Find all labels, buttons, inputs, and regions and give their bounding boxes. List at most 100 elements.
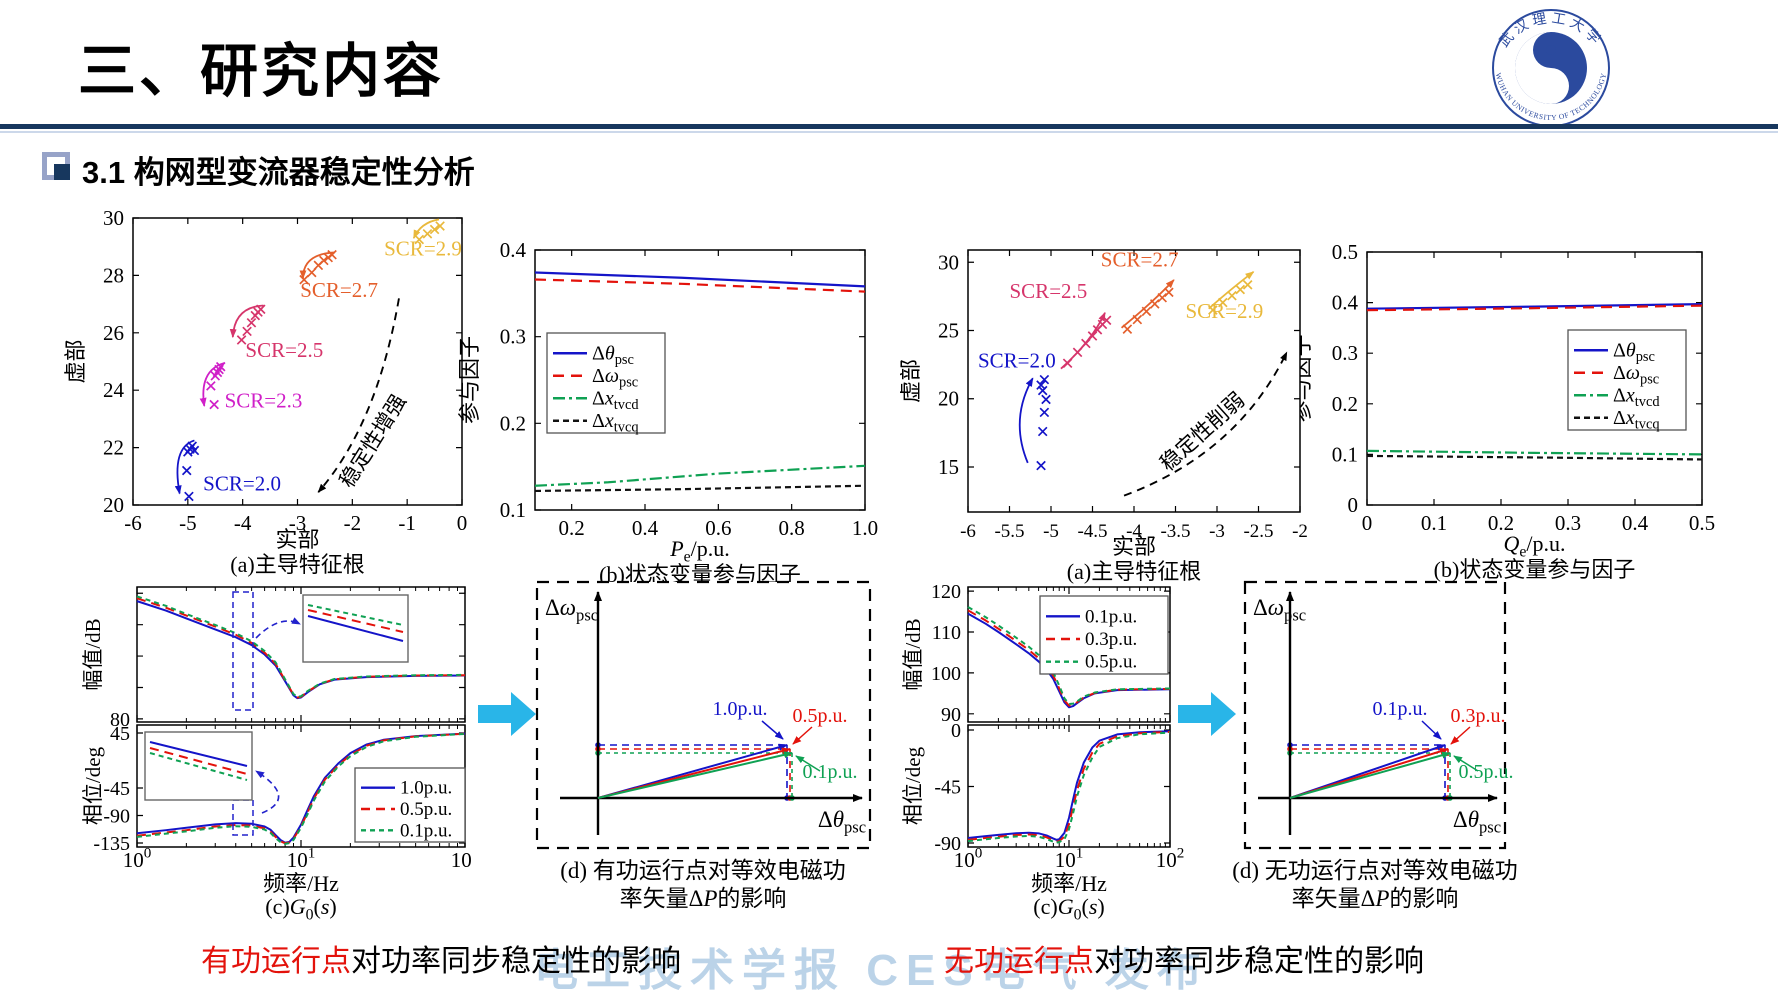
magnitude-panel-series-0.3p.u. xyxy=(967,609,1171,707)
svg-text:0.4: 0.4 xyxy=(500,238,527,262)
svg-text:0.1p.u.: 0.1p.u. xyxy=(803,761,858,783)
svg-text:90: 90 xyxy=(941,704,961,726)
svg-text:0.2: 0.2 xyxy=(500,411,526,435)
svg-text:频率/Hz: 频率/Hz xyxy=(263,871,339,896)
svg-text:0.1p.u.: 0.1p.u. xyxy=(1085,606,1137,627)
svg-text:20: 20 xyxy=(938,387,959,411)
x-axis-labels: 100 101 102 频率/Hz(c)G0(s) xyxy=(954,846,1185,924)
svg-text:0.3p.u.: 0.3p.u. xyxy=(1451,705,1506,727)
svg-text:0.4: 0.4 xyxy=(1622,511,1649,535)
svg-text:Δθpsc: Δθpsc xyxy=(1613,339,1655,365)
svg-text:虚部: 虚部 xyxy=(900,359,923,403)
svg-text:SCR=2.0: SCR=2.0 xyxy=(203,472,281,496)
svg-text:-3.5: -3.5 xyxy=(1160,521,1190,542)
series-dtheta_psc xyxy=(534,271,866,288)
svg-text:0.2: 0.2 xyxy=(559,516,585,540)
chart-active-participation-factor: 0.2 0.4 0.6 0.8 1.0 0.1 0.2 0.3 0.4 参与因子 Pe/p.u.(b… xyxy=(457,238,878,585)
cluster-SCR=2.5: SCR=2.5 xyxy=(1010,279,1112,370)
chart-reactive-bode: 90 100 110 120 幅值/dB 0 -45 -90 相位/deg 0.1p.u.0.3p… xyxy=(901,581,1185,924)
svg-text:SCR=2.5: SCR=2.5 xyxy=(245,338,323,362)
svg-text:(d) 有功运行点对等效电磁功: (d) 有功运行点对等效电磁功 xyxy=(560,858,846,883)
svg-text:Δωpsc: Δωpsc xyxy=(1253,595,1306,625)
svg-text:-2: -2 xyxy=(344,511,362,535)
svg-text:0.3p.u.: 0.3p.u. xyxy=(1085,629,1137,650)
series-domega_psc xyxy=(1366,304,1703,312)
svg-text:-3: -3 xyxy=(289,511,307,535)
svg-text:15: 15 xyxy=(938,455,959,479)
section-heading: 3.1 构网型变流器稳定性分析 xyxy=(82,155,475,190)
svg-text:Δωpsc: Δωpsc xyxy=(592,365,638,391)
svg-text:100: 100 xyxy=(123,846,152,872)
svg-text:22: 22 xyxy=(103,436,124,460)
svg-text:0.4: 0.4 xyxy=(1332,291,1359,315)
magnitude-panel-series-0.1p.u. xyxy=(136,595,466,698)
series-dtheta_psc xyxy=(1366,303,1703,310)
svg-text:0.1p.u.: 0.1p.u. xyxy=(400,820,452,841)
magnitude-panel-series-0.5p.u. xyxy=(967,606,1171,705)
svg-text:0.5p.u.: 0.5p.u. xyxy=(1085,652,1137,673)
svg-text:-90: -90 xyxy=(934,833,961,855)
svg-text:Pe/p.u.: Pe/p.u. xyxy=(669,536,730,565)
bottom-caption-active-highlight: 有功运行点 xyxy=(201,945,351,978)
svg-text:0.8: 0.8 xyxy=(779,516,805,540)
chart-reactive-phasor-diagram: 0.1p.u. 0.3p.u. 0.5p.u. Δωpsc Δθpsc (d) 无功运行点… xyxy=(1232,580,1518,911)
svg-text:0.6: 0.6 xyxy=(705,516,731,540)
bottom-caption-reactive-rest: 对功率同步稳定性的影响 xyxy=(1094,945,1424,978)
svg-text:Δθpsc: Δθpsc xyxy=(592,342,634,368)
svg-text:0: 0 xyxy=(457,511,468,535)
svg-text:0.5: 0.5 xyxy=(1689,511,1715,535)
x-axis-labels: 100 101 102 频率/Hz(c)G0(s) xyxy=(123,846,472,924)
svg-text:24: 24 xyxy=(103,378,125,402)
bottom-caption-active-rest: 对功率同步稳定性的影响 xyxy=(351,945,681,978)
svg-text:SCR=2.9: SCR=2.9 xyxy=(384,236,462,260)
svg-text:Δθpsc: Δθpsc xyxy=(818,807,866,837)
svg-text:0.3: 0.3 xyxy=(500,325,526,349)
svg-text:-135: -135 xyxy=(93,833,130,855)
svg-text:45: 45 xyxy=(110,723,130,745)
phase-panel-series-0.1p.u. xyxy=(967,730,1171,841)
svg-text:0.3: 0.3 xyxy=(1332,341,1358,365)
divider-line xyxy=(0,124,1778,129)
svg-text:(a)主导特征根: (a)主导特征根 xyxy=(230,552,364,577)
svg-text:(b)状态变量参与因子: (b)状态变量参与因子 xyxy=(599,562,801,585)
svg-text:25: 25 xyxy=(938,319,959,343)
svg-text:-4.5: -4.5 xyxy=(1077,521,1107,542)
svg-text:Δxtvcd: Δxtvcd xyxy=(592,387,639,413)
svg-text:102: 102 xyxy=(1156,846,1185,872)
svg-text:幅值/dB: 幅值/dB xyxy=(901,618,925,690)
flow-arrow-left-icon xyxy=(478,692,536,736)
svg-text:120: 120 xyxy=(931,581,961,603)
svg-text:-1: -1 xyxy=(398,511,416,535)
svg-text:Qe/p.u.: Qe/p.u. xyxy=(1503,531,1565,560)
cluster-SCR=2.7: SCR=2.7 xyxy=(1101,247,1179,334)
svg-text:0.1: 0.1 xyxy=(1332,442,1358,466)
phase-panel-series-1.0p.u. xyxy=(136,732,466,844)
svg-text:-2.5: -2.5 xyxy=(1243,521,1273,542)
svg-text:Δωpsc: Δωpsc xyxy=(545,595,598,625)
chart-reactive-participation-factor: 0 0.1 0.2 0.3 0.4 0.5 0 0.1 0.2 0.3 0.4 0.5 参与因子 Qe/p… xyxy=(1300,240,1715,582)
svg-text:SCR=2.7: SCR=2.7 xyxy=(300,278,378,302)
chart-reactive-eigenvalues: -6 -5.5 -5 -4.5 -4 -3.5 -3 -2.5 -2 15 20 25 30 虚部实部(a… xyxy=(900,247,1308,584)
svg-text:-5.5: -5.5 xyxy=(994,521,1024,542)
svg-text:0.4: 0.4 xyxy=(632,516,659,540)
svg-text:0.5p.u.: 0.5p.u. xyxy=(1459,761,1514,783)
svg-text:(c)G0(s): (c)G0(s) xyxy=(1033,894,1104,923)
svg-text:0.2: 0.2 xyxy=(1332,392,1358,416)
svg-text:率矢量ΔP的影响: 率矢量ΔP的影响 xyxy=(620,886,787,911)
phase-panel-series-0.3p.u. xyxy=(967,730,1171,843)
vector-line-0.1p.u.: 0.1p.u. xyxy=(597,751,858,799)
svg-text:实部: 实部 xyxy=(1112,534,1156,559)
svg-text:100: 100 xyxy=(931,663,961,685)
svg-text:30: 30 xyxy=(938,250,959,274)
svg-text:Δxtvcq: Δxtvcq xyxy=(592,410,639,436)
phasor-frame xyxy=(535,580,872,850)
plot-area: -6 -5.5 -5 -4.5 -4 -3.5 -3 -2.5 -2 15 20 25 30 虚部实部(a… xyxy=(900,249,1308,584)
svg-text:0.1: 0.1 xyxy=(1421,511,1447,535)
svg-text:80: 80 xyxy=(110,709,130,731)
svg-text:参与因子: 参与因子 xyxy=(457,336,482,424)
bottom-caption-active: 有功运行点对功率同步稳定性的影响 xyxy=(181,936,701,980)
svg-text:0.5p.u.: 0.5p.u. xyxy=(793,705,848,727)
